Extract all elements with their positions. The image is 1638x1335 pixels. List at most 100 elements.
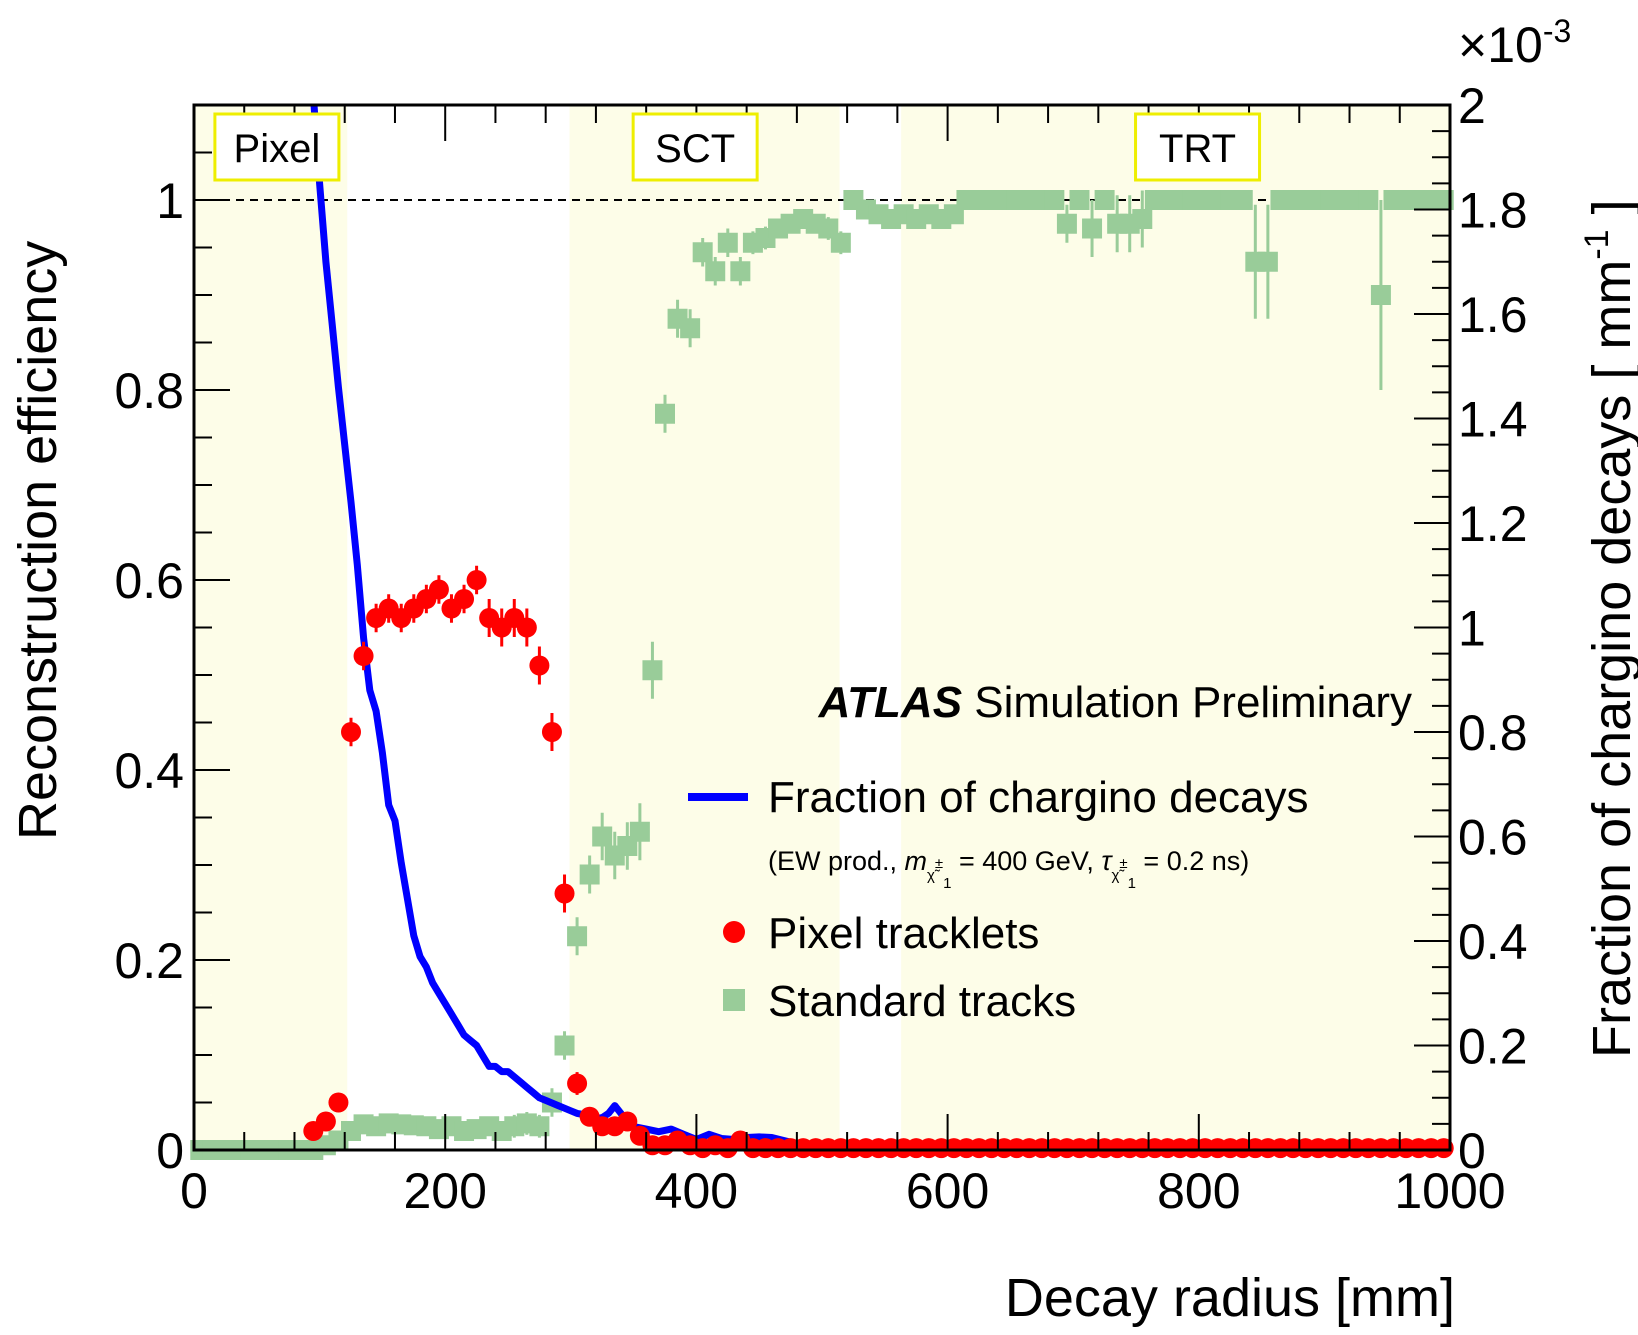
standard-track-point <box>1132 209 1153 229</box>
pixel-tracklet-point <box>466 570 487 590</box>
pixel-tracklet-point <box>353 646 374 666</box>
x-tick-label: 600 <box>906 1163 989 1219</box>
standard-track-point <box>1094 190 1115 210</box>
region-label-sct: SCT <box>655 127 735 171</box>
legend-subtitle-chi2-idx: 1 <box>1128 875 1136 892</box>
region-label-box <box>631 112 759 182</box>
atlas-rest-label: Simulation Preliminary <box>962 678 1412 727</box>
standard-track-point <box>642 660 663 681</box>
pixel-tracklet-point <box>428 579 449 600</box>
legend-subtitle-prefix: (EW prod., <box>768 846 905 876</box>
pixel-tracklet-point <box>529 655 550 676</box>
pixel-tracklet-point <box>567 1073 588 1094</box>
x-tick-label: 200 <box>403 1163 486 1219</box>
y2-multiplier: ×10-3 <box>1458 13 1571 73</box>
y2-tick-label: 0.6 <box>1458 810 1528 866</box>
region-labels: Pixel SCT TRT <box>213 112 1262 182</box>
region-pixel <box>194 105 348 1150</box>
standard-track-point <box>629 821 650 842</box>
pixel-tracklet-point <box>554 883 575 904</box>
pixel-tracklet-point <box>341 722 361 742</box>
pixel-tracklet-point <box>541 722 562 742</box>
y-tick-label: 0.8 <box>114 363 184 419</box>
y-tick-label: 0.4 <box>114 743 184 799</box>
y-tick-label: 0 <box>156 1123 184 1179</box>
atlas-annotation: ATLAS Simulation Preliminary <box>818 678 1412 727</box>
standard-track-point <box>1044 190 1065 210</box>
detector-regions <box>194 105 1450 1150</box>
standard-track-point <box>1370 285 1391 305</box>
y2-axis-title-sup: -1 <box>1578 229 1616 259</box>
legend-circle-symbol <box>723 921 745 943</box>
x-axis-title: Decay radius [mm] <box>1005 1268 1455 1328</box>
y2-axis-title: Fraction of chargino decays [ mm-1 ] <box>1578 199 1638 1058</box>
standard-track-point <box>1069 190 1090 210</box>
region-label-box <box>213 112 341 182</box>
standard-track-point <box>830 232 851 253</box>
legend-subtitle-chi2-sup: ± <box>1119 855 1127 872</box>
y2-tick-label: 0 <box>1458 1123 1486 1179</box>
y-tick-label: 0.6 <box>114 553 184 609</box>
y-axis-title: Reconstruction efficiency <box>8 241 68 840</box>
pixel-tracklet-point <box>516 617 537 638</box>
legend-subtitle-eq1: = 400 GeV, <box>951 846 1101 876</box>
axes: 0 200 400 600 800 100000.20.40.60.8100.20.40.… <box>114 78 1527 1219</box>
standard-track-point <box>567 926 588 947</box>
standard-track-point <box>717 232 738 253</box>
legend-label-standard: Standard tracks <box>768 977 1076 1026</box>
legend-label-fraction: Fraction of chargino decays <box>768 773 1309 822</box>
standard-track-point <box>1082 218 1103 239</box>
y2-axis-title-main: Fraction of chargino decays [ mm <box>1582 260 1638 1058</box>
y2-tick-label: 0.2 <box>1458 1019 1528 1075</box>
standard-track-point <box>705 261 726 282</box>
legend-label-pixel: Pixel tracklets <box>768 909 1039 958</box>
pixel-tracklet-point <box>617 1111 638 1132</box>
region-label-pixel: Pixel <box>234 127 321 171</box>
y2-tick-label: 1 <box>1458 601 1486 657</box>
y2-axis-title-end: ] <box>1582 199 1638 229</box>
y-tick-label: 0.2 <box>114 933 184 989</box>
y2-tick-label: 1.4 <box>1458 392 1528 448</box>
x-tick-label: 1000 <box>1394 1163 1505 1219</box>
legend-subtitle: (EW prod., mχ̃±1 = 400 GeV, τχ̃±1 = 0.2 … <box>768 846 1249 892</box>
y-tick-label: 1 <box>156 173 184 229</box>
standard-track-point <box>730 261 751 282</box>
legend-square-symbol <box>723 989 745 1011</box>
legend: Fraction of chargino decays (EW prod., m… <box>688 773 1309 1026</box>
standard-track-point <box>655 403 675 424</box>
region-sct <box>569 105 840 1150</box>
standard-track-point <box>1232 190 1253 210</box>
y2-tick-label: 0.8 <box>1458 705 1528 761</box>
standard-track-point <box>554 1035 575 1056</box>
atlas-label: ATLAS <box>818 678 962 727</box>
x-tick-label: 0 <box>180 1163 208 1219</box>
y2-multiplier-exp: -3 <box>1543 13 1571 49</box>
standard-track-point <box>680 318 701 339</box>
y2-tick-label: 2 <box>1458 78 1486 134</box>
standard-track-point <box>1358 190 1379 210</box>
standard-track-point <box>529 1116 550 1137</box>
legend-subtitle-chi1-sup: ± <box>935 855 943 872</box>
legend-subtitle-eq2: = 0.2 ns) <box>1136 846 1249 876</box>
standard-track-point <box>1257 251 1278 272</box>
legend-subtitle-chi1-idx: 1 <box>943 875 951 892</box>
x-tick-label: 400 <box>655 1163 738 1219</box>
y2-tick-label: 1.6 <box>1458 287 1528 343</box>
standard-track-point <box>692 242 713 263</box>
x-tick-label: 800 <box>1157 1163 1240 1219</box>
y2-tick-label: 1.8 <box>1458 183 1528 239</box>
pixel-tracklet-point <box>454 589 475 609</box>
standard-track-point <box>1056 213 1077 234</box>
standard-track-point <box>592 826 613 847</box>
region-label-trt: TRT <box>1159 127 1236 171</box>
y2-tick-label: 0.4 <box>1458 914 1528 970</box>
legend-subtitle-tau: τ <box>1101 846 1113 876</box>
y2-tick-label: 1.2 <box>1458 496 1528 552</box>
y2-multiplier-base: ×10 <box>1458 17 1543 73</box>
standard-tracks-series <box>190 190 1454 1160</box>
pixel-tracklet-point <box>315 1111 336 1132</box>
region-trt <box>901 105 1450 1150</box>
region-label-box <box>1134 112 1262 182</box>
standard-track-point <box>579 864 600 885</box>
